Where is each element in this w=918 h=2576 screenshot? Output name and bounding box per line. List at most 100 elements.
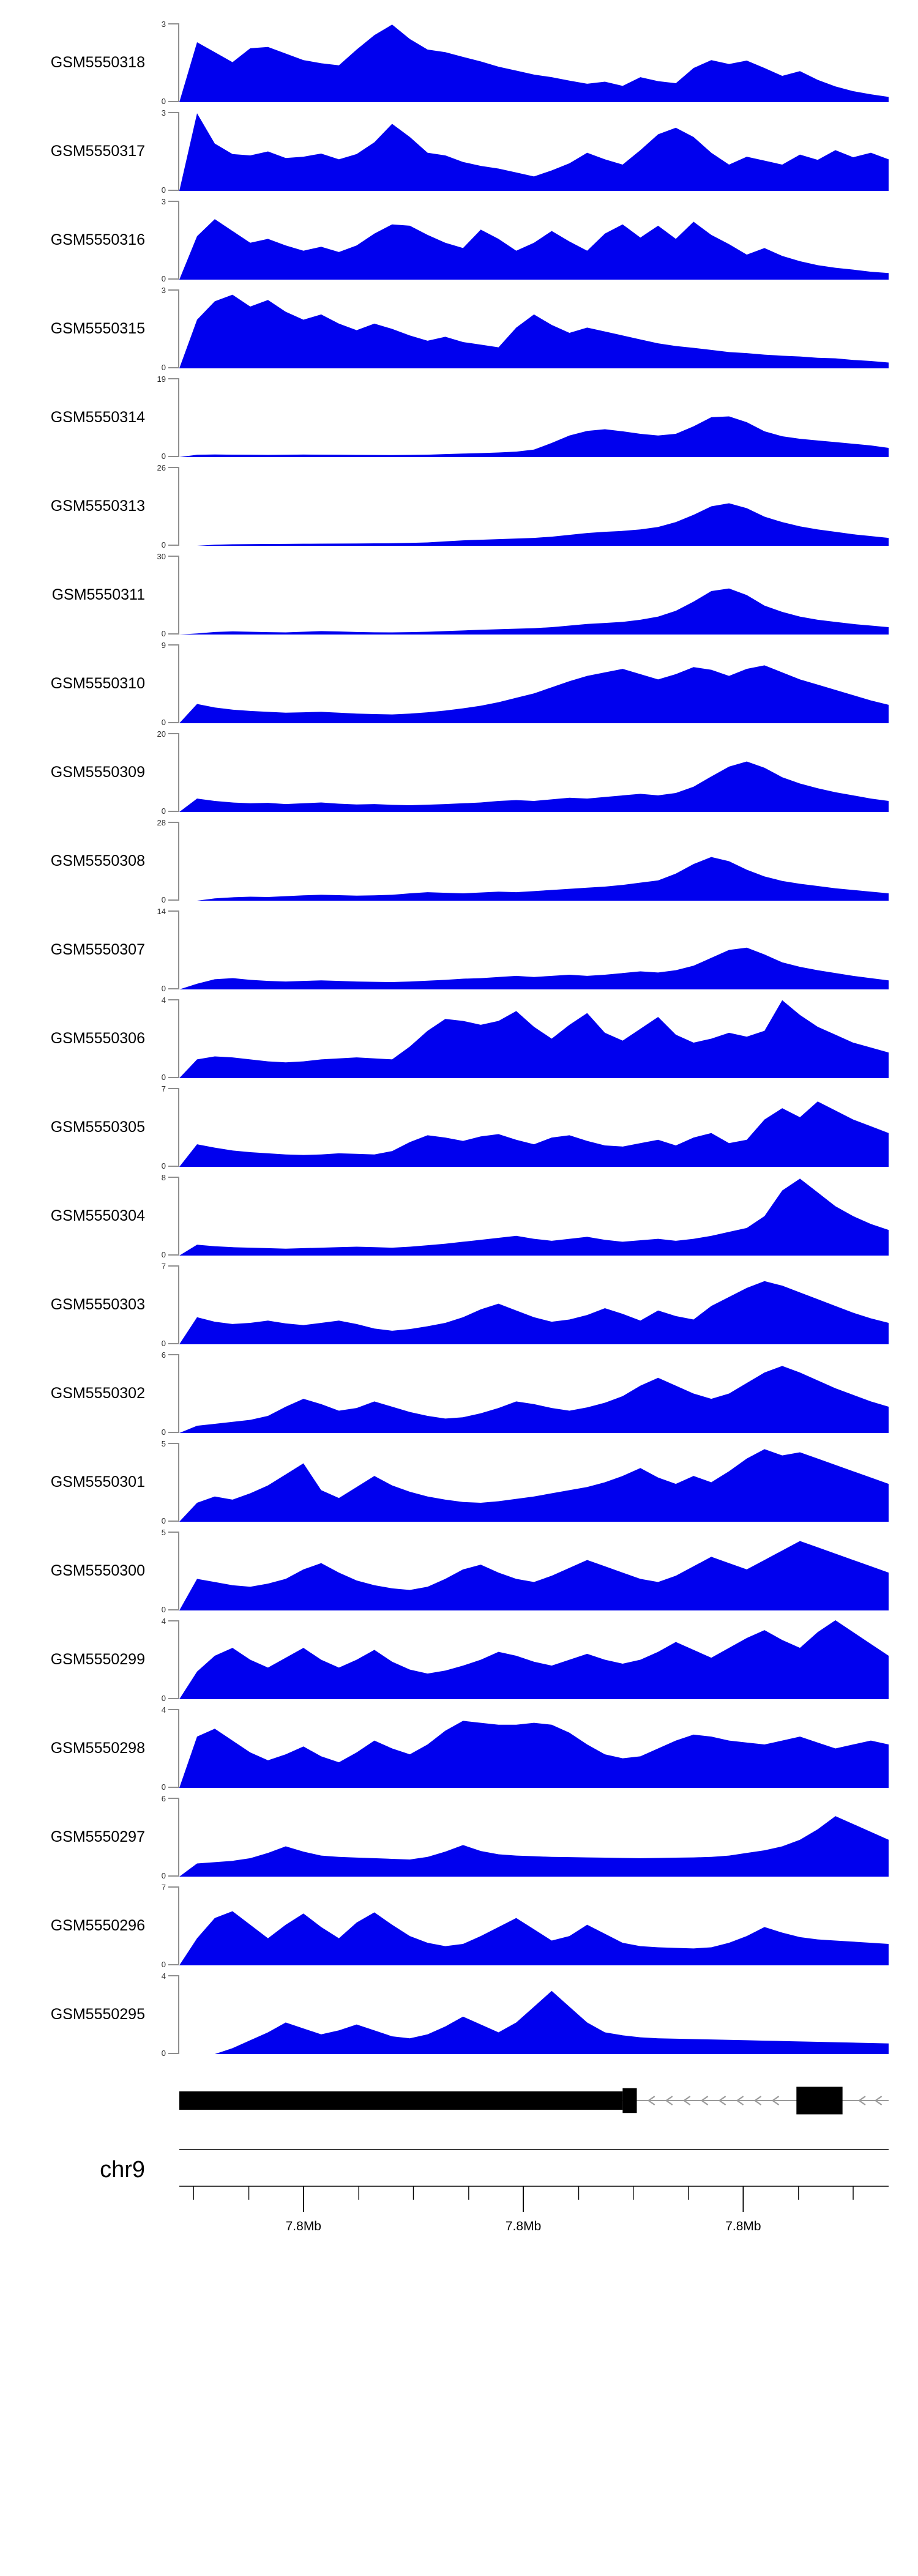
coverage-plot-area[interactable] — [179, 644, 889, 723]
coverage-track[interactable]: GSM5550301 5 0 — [0, 1438, 918, 1527]
track-label-GSM5550302: GSM5550302 — [50, 1385, 145, 1402]
y-axis-bracket — [167, 1354, 179, 1433]
coverage-plot-area[interactable] — [179, 1709, 889, 1788]
coverage-area — [179, 1816, 889, 1877]
strand-arrow-icon — [736, 2096, 744, 2105]
coverage-area — [179, 665, 889, 723]
coverage-tracks-container: GSM5550318 3 0 GSM5550317 3 0 GSM5550316 3 0 GSM5… — [0, 18, 918, 2059]
y-axis-max-label: 30 — [157, 552, 166, 561]
coverage-plot-area[interactable] — [179, 822, 889, 901]
coverage-track[interactable]: GSM5550314 19 0 — [0, 373, 918, 462]
strand-arrow-icon — [700, 2096, 709, 2105]
y-axis: 20 0 — [156, 729, 179, 815]
coverage-track[interactable]: GSM5550300 5 0 — [0, 1527, 918, 1615]
coverage-track[interactable]: GSM5550296 7 0 — [0, 1882, 918, 1970]
coverage-track[interactable]: GSM5550297 6 0 — [0, 1793, 918, 1882]
coverage-plot-area[interactable] — [179, 1265, 889, 1344]
y-axis-bracket — [167, 112, 179, 191]
coverage-plot-area[interactable] — [179, 999, 889, 1078]
y-axis-max-label: 5 — [161, 1439, 166, 1448]
track-label-GSM5550313: GSM5550313 — [50, 497, 145, 515]
strand-arrow-icon — [858, 2096, 866, 2105]
coverage-track[interactable]: GSM5550315 3 0 — [0, 285, 918, 373]
coverage-track[interactable]: GSM5550309 20 0 — [0, 728, 918, 817]
y-axis-bracket — [167, 1798, 179, 1877]
coverage-plot-area[interactable] — [179, 1798, 889, 1877]
coverage-plot-area[interactable] — [179, 1620, 889, 1699]
coverage-track[interactable]: GSM5550302 6 0 — [0, 1349, 918, 1438]
track-label-GSM5550304: GSM5550304 — [50, 1207, 145, 1224]
strand-arrow-icon — [874, 2096, 883, 2105]
coverage-plot-area[interactable] — [179, 1177, 889, 1256]
y-axis-max-label: 4 — [161, 996, 166, 1005]
track-label-GSM5550307: GSM5550307 — [50, 941, 145, 958]
track-label-GSM5550300: GSM5550300 — [50, 1562, 145, 1579]
gene-annotation-track[interactable] — [0, 2059, 918, 2139]
coverage-area — [179, 1541, 889, 1610]
coverage-track[interactable]: GSM5550310 9 0 — [0, 639, 918, 728]
coverage-plot-area[interactable] — [179, 1975, 889, 2054]
coverage-plot-area[interactable] — [179, 1088, 889, 1167]
coverage-track[interactable]: GSM5550311 30 0 — [0, 551, 918, 639]
coverage-track[interactable]: GSM5550308 28 0 — [0, 817, 918, 906]
track-label-GSM5550296: GSM5550296 — [50, 1917, 145, 1934]
coverage-area — [179, 857, 889, 901]
y-axis-max-label: 3 — [161, 20, 166, 29]
coverage-track[interactable]: GSM5550303 7 0 — [0, 1260, 918, 1349]
coverage-track[interactable]: GSM5550295 4 0 — [0, 1970, 918, 2059]
coverage-track[interactable]: GSM5550316 3 0 — [0, 196, 918, 285]
y-axis-min-label: 0 — [161, 97, 166, 106]
gene-exon[interactable] — [622, 2088, 637, 2113]
track-label-GSM5550301: GSM5550301 — [50, 1473, 145, 1491]
coverage-plot-area[interactable] — [179, 733, 889, 812]
coverage-track[interactable]: GSM5550305 7 0 — [0, 1083, 918, 1172]
gene-exon[interactable] — [796, 2086, 843, 2115]
gene-model-svg — [179, 2086, 889, 2115]
coverage-plot-area[interactable] — [179, 1886, 889, 1965]
coverage-plot-area[interactable] — [179, 23, 889, 102]
y-axis-max-label: 4 — [161, 1705, 166, 1714]
coverage-plot-area[interactable] — [179, 1354, 889, 1433]
coverage-plot-area[interactable] — [179, 1443, 889, 1522]
y-axis-max-label: 9 — [161, 641, 166, 650]
coverage-track[interactable]: GSM5550317 3 0 — [0, 107, 918, 196]
strand-arrow-icon — [753, 2096, 762, 2105]
coverage-track[interactable]: GSM5550306 4 0 — [0, 994, 918, 1083]
y-axis-min-label: 0 — [161, 185, 166, 195]
strand-arrow-icon — [682, 2096, 691, 2105]
coverage-plot-area[interactable] — [179, 112, 889, 191]
coverage-plot-area[interactable] — [179, 467, 889, 546]
y-axis: 19 0 — [156, 375, 179, 460]
coverage-plot-area[interactable] — [179, 289, 889, 368]
coverage-plot-area[interactable] — [179, 201, 889, 280]
coverage-plot-area[interactable] — [179, 378, 889, 457]
y-axis-max-label: 4 — [161, 1617, 166, 1626]
coverage-track[interactable]: GSM5550318 3 0 — [0, 18, 918, 107]
coverage-plot-area[interactable] — [179, 1532, 889, 1610]
coverage-track[interactable]: GSM5550298 4 0 — [0, 1704, 918, 1793]
y-axis-min-label: 0 — [161, 274, 166, 283]
y-axis-min-label: 0 — [161, 1428, 166, 1437]
coverage-track[interactable]: GSM5550299 4 0 — [0, 1615, 918, 1704]
coverage-area — [179, 113, 889, 191]
y-axis-max-label: 20 — [157, 729, 166, 739]
y-axis-max-label: 8 — [161, 1173, 166, 1182]
y-axis-max-label: 3 — [161, 286, 166, 295]
coverage-plot-area[interactable] — [179, 556, 889, 635]
y-axis-bracket — [167, 1975, 179, 2054]
coverage-area — [179, 1911, 889, 1965]
coverage-track[interactable]: GSM5550304 8 0 — [0, 1172, 918, 1260]
coverage-track[interactable]: GSM5550313 26 0 — [0, 462, 918, 551]
y-axis-max-label: 3 — [161, 108, 166, 117]
coverage-track[interactable]: GSM5550307 14 0 — [0, 906, 918, 994]
gene-exon[interactable] — [179, 2091, 623, 2110]
track-label-GSM5550295: GSM5550295 — [50, 2006, 145, 2023]
y-axis-bracket — [167, 822, 179, 901]
coverage-area — [179, 761, 889, 812]
y-axis-min-label: 0 — [161, 1339, 166, 1348]
coverage-plot-area[interactable] — [179, 910, 889, 989]
